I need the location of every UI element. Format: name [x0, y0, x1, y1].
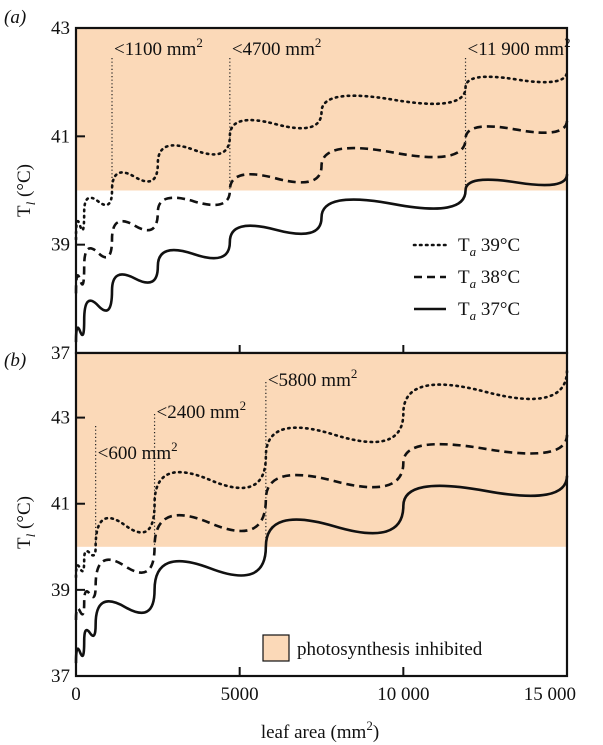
y-axis-title-main: T	[14, 205, 35, 217]
y-tick-label: 43	[51, 408, 70, 429]
series-line-dashed	[74, 119, 569, 294]
y-axis-title: Tl (°C)	[14, 164, 38, 217]
legend: Ta 39°CTa 38°CTa 37°C	[412, 235, 520, 323]
legend-label-suffix: 39°C	[476, 235, 520, 256]
legend-label-sub: a	[470, 244, 477, 259]
x-axis-title-sup: 2	[366, 718, 373, 733]
legend-label: Ta 37°C	[458, 299, 520, 323]
legend-label: Ta 38°C	[458, 267, 520, 291]
threshold-label-text: <2400 mm	[157, 402, 240, 423]
y-tick-label: 37	[51, 343, 70, 364]
threshold-label: <11 900 mm2	[468, 35, 571, 60]
threshold-label-sup: 2	[315, 35, 322, 50]
threshold-label-sup: 2	[351, 366, 358, 381]
legend-label-suffix: 37°C	[476, 299, 520, 320]
y-tick-label: 39	[51, 580, 70, 601]
legend-label-main: T	[458, 235, 470, 256]
panel-label: (a)	[4, 7, 26, 28]
x-tick-label: 10 000	[377, 684, 429, 705]
x-axis-title-text: leaf area (mm2)	[261, 718, 379, 743]
threshold-label-sup: 2	[196, 35, 203, 50]
series-line-solid	[74, 475, 569, 664]
y-tick-label: 41	[51, 494, 70, 515]
threshold-label-text: <5800 mm	[268, 370, 351, 391]
plot-frame	[74, 351, 569, 678]
threshold-label-text: <11 900 mm	[468, 39, 565, 60]
series-line-dotted	[74, 368, 569, 579]
threshold-label-text: <600 mm	[98, 443, 172, 464]
threshold-label: <5800 mm2	[268, 366, 358, 391]
y-axis-title-sub: l	[23, 201, 38, 205]
x-tick-label: 0	[71, 684, 81, 705]
threshold-label-text: <4700 mm	[232, 39, 315, 60]
legend-label: Ta 39°C	[458, 235, 520, 259]
threshold-label-sup: 2	[171, 439, 178, 454]
series-line-solid	[74, 174, 569, 343]
legend-label-sub: a	[470, 276, 477, 291]
legend-label: photosynthesis inhibited	[297, 639, 483, 660]
panel-label: (b)	[4, 350, 26, 371]
panel-a: <1100 mm2 <4700 mm2 <11 900 mm239414337(a)…	[4, 7, 571, 364]
threshold-label: <2400 mm2	[157, 398, 247, 423]
x-axis-title-main: leaf area (mm	[261, 722, 367, 743]
series-line-dashed	[74, 434, 569, 621]
threshold-label: <1100 mm2	[114, 35, 203, 60]
y-tick-label: 43	[51, 18, 70, 39]
y-axis-title-unit: (°C)	[14, 164, 35, 202]
series-line-dotted	[74, 70, 569, 241]
y-tick-label: 41	[51, 126, 70, 147]
y-tick-label: 37	[51, 666, 70, 687]
threshold-label-sup: 2	[240, 398, 247, 413]
legend-swatch-band	[262, 634, 290, 662]
legend: photosynthesis inhibited	[262, 634, 483, 662]
threshold-label: <4700 mm2	[232, 35, 322, 60]
y-axis-title-sub: l	[23, 533, 38, 537]
x-tick-label: 15 000	[524, 684, 576, 705]
x-axis-title: leaf area (mm2)	[261, 718, 379, 743]
x-tick-label: 5000	[221, 684, 259, 705]
legend-label-sub: a	[470, 308, 477, 323]
threshold-label-text: <1100 mm	[114, 39, 197, 60]
legend-label-main: T	[458, 267, 470, 288]
y-axis-title-unit: (°C)	[14, 496, 35, 534]
legend-label-main: T	[458, 299, 470, 320]
threshold-label: <600 mm2	[98, 439, 178, 464]
legend-label-suffix: 38°C	[476, 267, 520, 288]
y-axis-title: Tl (°C)	[14, 496, 38, 549]
x-axis-title-close: )	[373, 722, 379, 743]
y-tick-label: 39	[51, 235, 70, 256]
y-axis-title-main: T	[14, 537, 35, 549]
